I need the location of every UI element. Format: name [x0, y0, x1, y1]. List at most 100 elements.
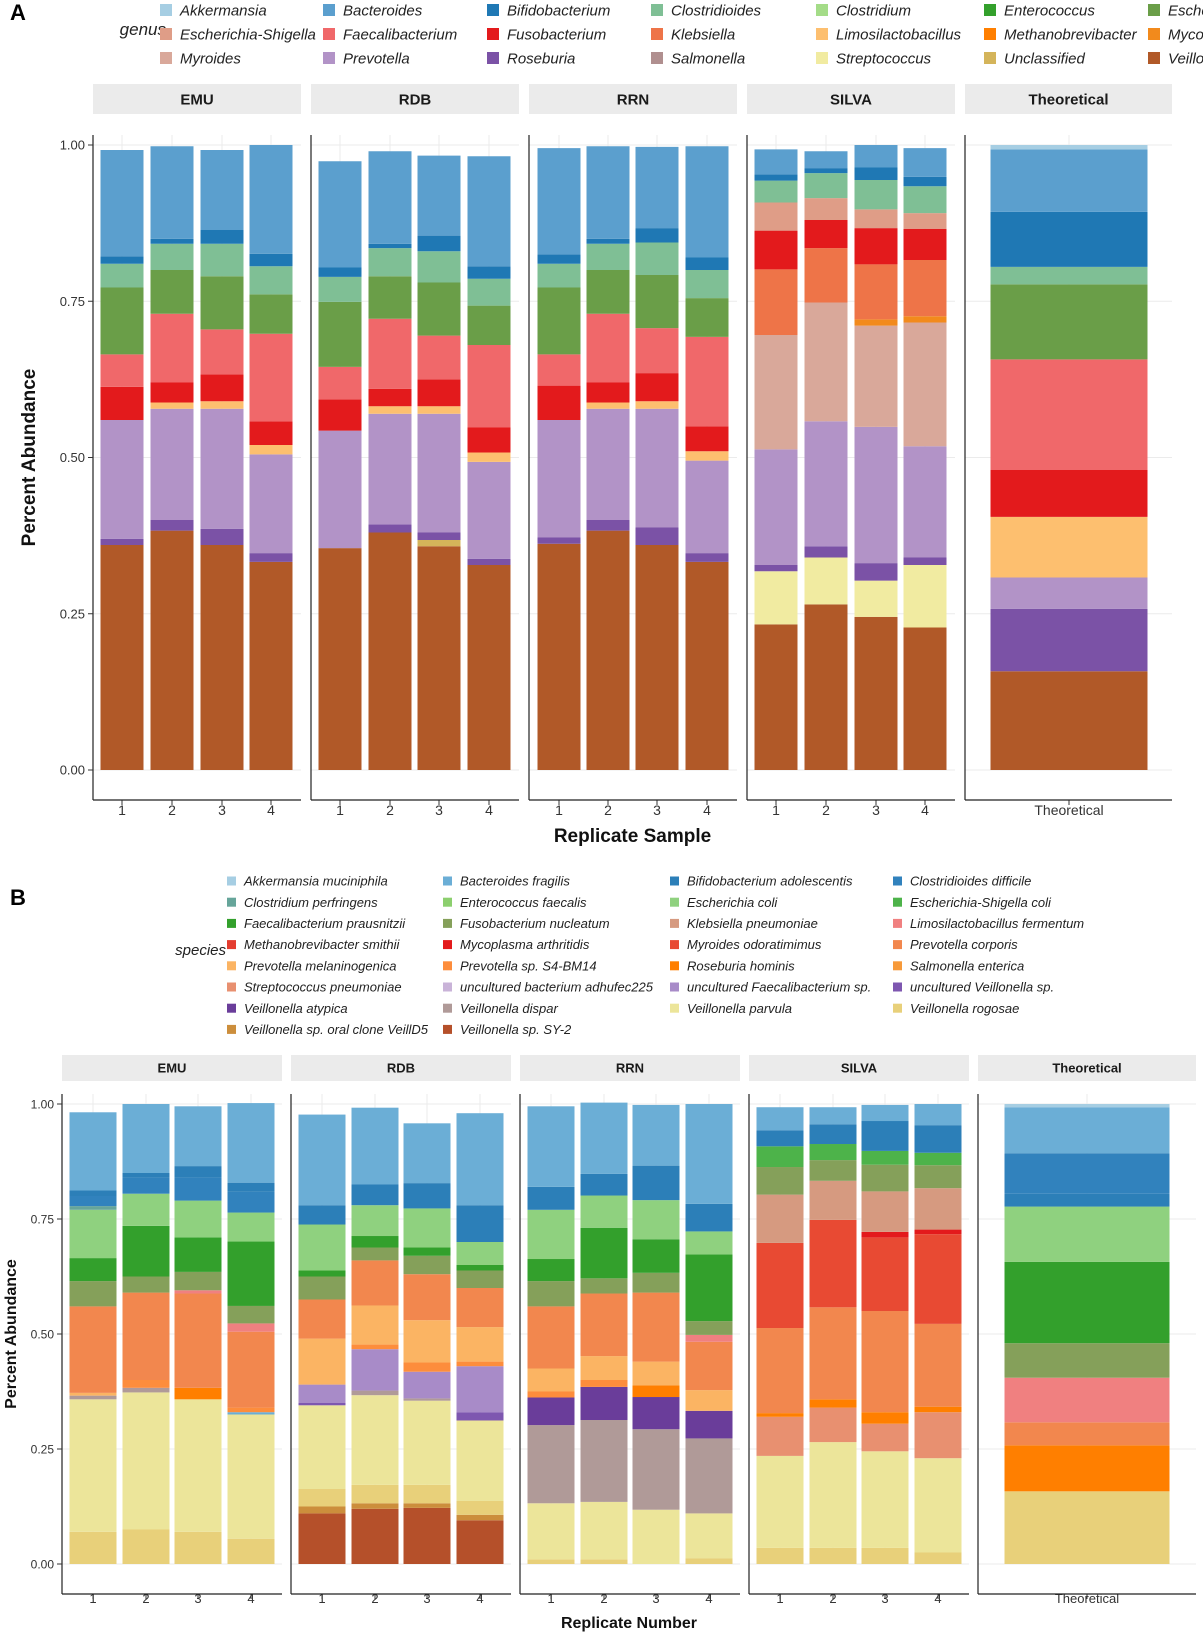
legend-swatch — [893, 897, 902, 907]
bar-segment — [537, 287, 581, 355]
bar-segment — [298, 1114, 346, 1206]
bar-segment — [417, 282, 461, 336]
legend-entry-label: Clostridium — [836, 2, 911, 19]
bar-segment — [227, 1103, 275, 1183]
bar-segment — [417, 379, 461, 407]
bar-segment — [990, 577, 1148, 609]
bar-segment — [1004, 1206, 1170, 1262]
facet-strip-label: RRN — [616, 1061, 644, 1076]
bar-segment — [122, 1276, 170, 1293]
bar-segment — [351, 1305, 399, 1345]
y-tick-label: 1.00 — [60, 138, 85, 153]
bar-segment — [351, 1349, 399, 1391]
bar-segment — [417, 251, 461, 283]
bar-segment — [122, 1177, 170, 1194]
bar-segment — [756, 1416, 804, 1456]
legend-swatch — [443, 918, 452, 928]
bar-segment — [100, 263, 144, 288]
bar-segment — [756, 1107, 804, 1131]
bar-segment — [403, 1208, 451, 1248]
bar-segment — [756, 1242, 804, 1329]
bar-segment — [200, 329, 244, 375]
bar-segment — [456, 1265, 504, 1271]
bar-segment — [298, 1276, 346, 1300]
legend-swatch — [670, 918, 679, 928]
bar-segment — [804, 421, 848, 547]
bar-segment — [249, 253, 293, 267]
bar-segment — [1004, 1343, 1170, 1378]
legend-swatch — [670, 982, 679, 992]
legend-swatch — [893, 918, 902, 928]
bar-segment — [635, 328, 679, 374]
facet-strip-label: RDB — [387, 1061, 415, 1076]
bar-segment — [537, 148, 581, 255]
bar-segment — [685, 270, 729, 299]
bar-segment — [914, 1458, 962, 1553]
facet-silva: SILVA 1 2 3 4 — [746, 84, 955, 818]
bar-segment — [756, 1167, 804, 1195]
legend-swatch — [227, 876, 236, 886]
facet-strip-label: SILVA — [841, 1061, 878, 1076]
bar-segment — [756, 1194, 804, 1243]
bar-segment — [368, 248, 412, 277]
bar-segment — [580, 1278, 628, 1294]
x-tick-label: 4 — [476, 1591, 483, 1606]
y-tick-label: 0.75 — [31, 1212, 55, 1226]
bar-segment — [914, 1104, 962, 1126]
bar-segment — [69, 1209, 117, 1259]
bar-segment — [456, 1270, 504, 1288]
facet-rdb: RDB 1 2 3 4 — [310, 84, 519, 818]
bar-segment — [318, 430, 362, 549]
bar-segment — [861, 1311, 909, 1413]
legend-swatch — [670, 940, 679, 950]
bar-segment — [150, 238, 194, 244]
bar-segment — [580, 1380, 628, 1387]
bar-segment — [685, 1410, 733, 1439]
bar-segment — [804, 546, 848, 558]
legend-swatch — [1148, 52, 1160, 64]
bar-segment — [756, 1455, 804, 1548]
bar-segment — [685, 460, 729, 554]
bar-segment — [69, 1206, 117, 1210]
bar-segment — [249, 454, 293, 554]
bar-segment — [456, 1420, 504, 1501]
bar-segment — [685, 336, 729, 427]
legend-entry-label: Prevotella — [343, 50, 410, 67]
bar-segment — [854, 580, 898, 617]
bar-segment — [527, 1259, 575, 1282]
bar-segment — [809, 1399, 857, 1408]
bar-segment — [854, 264, 898, 320]
bar-segment — [200, 408, 244, 529]
legend-title: genus — [120, 20, 167, 39]
bar-segment — [100, 287, 144, 355]
bar-segment — [456, 1113, 504, 1206]
legend-swatch — [227, 918, 236, 928]
bar-segment — [586, 313, 630, 383]
bar-segment — [754, 149, 798, 175]
bar-segment — [685, 1341, 733, 1391]
bar-segment — [1004, 1104, 1170, 1108]
legend-entry-label: Faecalibacterium prausnitzii — [244, 916, 406, 931]
facet-strip-label: EMU — [158, 1061, 187, 1076]
bar-segment — [990, 266, 1148, 285]
bar-segment — [298, 1205, 346, 1225]
legend-swatch — [670, 1003, 679, 1013]
bar-segment — [854, 426, 898, 564]
facet-silva: SILVA 1 2 3 4 — [748, 1055, 969, 1606]
x-tick-label: 1 — [555, 802, 563, 818]
bar-segment — [417, 546, 461, 770]
bar-segment — [809, 1219, 857, 1308]
bar-segment — [685, 1390, 733, 1411]
bar-segment — [754, 202, 798, 231]
legend-swatch — [893, 982, 902, 992]
bar-segment — [586, 146, 630, 239]
y-axis-title: Percent Abundance — [19, 369, 40, 547]
bar-segment — [456, 1327, 504, 1362]
bar-segment — [914, 1234, 962, 1324]
bar-segment — [1004, 1491, 1170, 1564]
legend-swatch — [1148, 28, 1160, 40]
facet-rrn: RRN 1 2 3 4 — [528, 84, 737, 818]
x-tick-label: 4 — [703, 802, 711, 818]
bar-segment — [403, 1371, 451, 1399]
